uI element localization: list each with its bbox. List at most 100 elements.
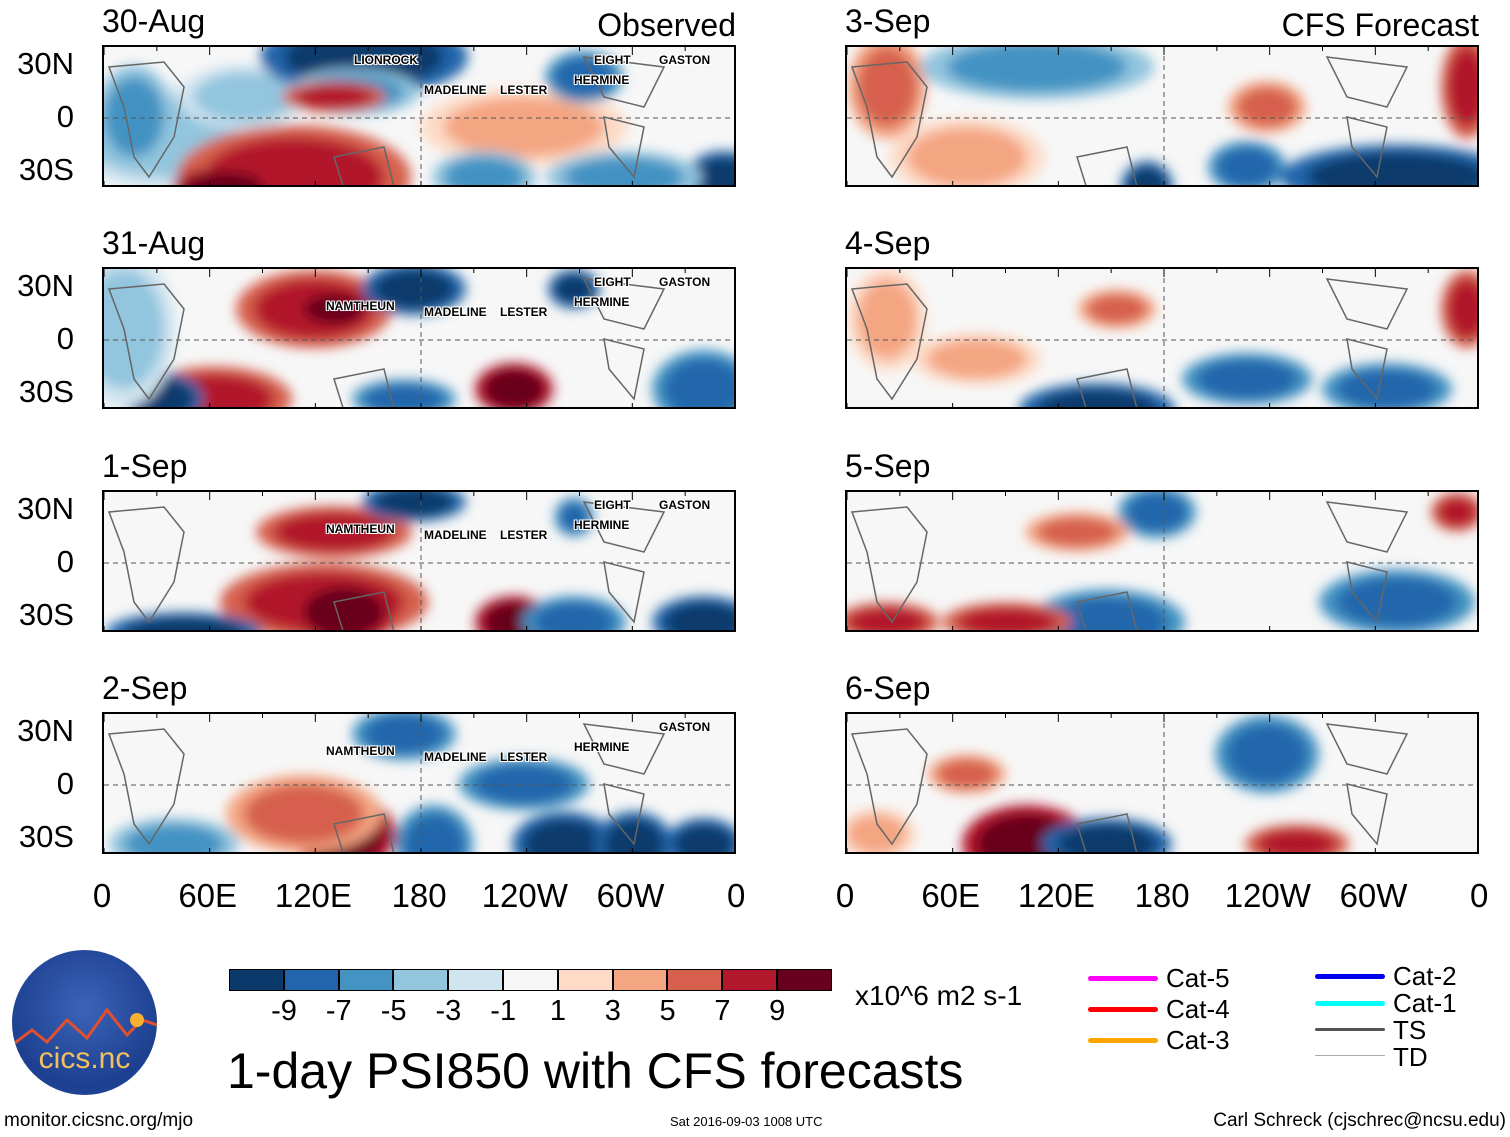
anomaly-blob <box>1307 152 1477 185</box>
anomaly-blob <box>184 172 264 185</box>
panel-date: 3-Sep <box>845 3 931 39</box>
lon-tick-label: 0 <box>1470 877 1489 914</box>
colorbar-tick-label: 7 <box>714 995 731 1027</box>
storm-label: GASTON <box>659 720 711 734</box>
storm-label: MADELINE <box>424 305 487 319</box>
storm-label: NAMTHEUN <box>326 522 395 536</box>
colorbar-swatch <box>393 969 449 991</box>
lon-tick-label: 120W <box>481 877 568 914</box>
colorbar-swatch <box>229 969 284 991</box>
lon-tick-label: 0 <box>727 877 746 914</box>
coastline <box>850 723 1409 852</box>
lon-tick-label: 120E <box>1017 877 1095 914</box>
colorbar-swatch <box>777 969 832 991</box>
anomaly-blob <box>524 819 604 852</box>
anomaly-blob <box>444 97 604 157</box>
anomaly-blob <box>857 279 917 359</box>
storm-label: HERMINE <box>574 518 630 532</box>
anomaly-blob <box>674 824 734 852</box>
anomaly-blob <box>554 274 594 304</box>
panel-date: 2-Sep <box>102 670 188 706</box>
storm-label: MADELINE <box>424 750 487 764</box>
panel-date: 30-Aug <box>102 3 206 39</box>
lat-tick-label: 30N <box>17 713 74 748</box>
coastline <box>107 56 666 185</box>
anomaly-blob <box>847 814 907 852</box>
lon-tick-label: 120W <box>1224 877 1311 914</box>
coastline <box>850 278 1409 407</box>
anomaly-blob <box>927 339 1027 379</box>
anomaly-blob <box>1037 517 1117 547</box>
coastline <box>107 501 666 630</box>
panel-date: 1-Sep <box>102 448 188 484</box>
anomaly-blob <box>664 602 734 630</box>
anomaly-blob <box>124 617 244 630</box>
lon-tick-label: 0 <box>92 877 112 914</box>
storm-label: EIGHT <box>594 53 631 67</box>
storm-label: HERMINE <box>574 740 630 754</box>
lat-tick-label: 30N <box>17 491 74 526</box>
anomaly-blob <box>1237 87 1297 127</box>
anomaly-blob <box>664 359 734 407</box>
coastline <box>107 723 666 852</box>
panel-date: 4-Sep <box>845 225 931 261</box>
anomaly-blob <box>604 819 664 852</box>
cics-logo: cics.nc <box>12 950 157 1095</box>
storm-label: NAMTHEUN <box>326 299 395 313</box>
anomaly-blob <box>1087 294 1147 324</box>
anomaly-blob <box>374 492 454 517</box>
anomaly-blob <box>857 47 917 127</box>
anomaly-blob <box>364 384 444 407</box>
lon-tick-label: 60E <box>921 877 981 914</box>
storm-label: EIGHT <box>594 275 631 289</box>
anomaly-blob <box>1227 724 1307 784</box>
colorbar-tick-label: -9 <box>271 995 297 1027</box>
colorbar-swatch <box>448 969 503 991</box>
timestamp: Sat 2016-09-03 1008 UTC <box>670 1114 823 1129</box>
colorbar-swatch <box>612 969 668 991</box>
legend-label: Cat-4 <box>1166 994 1230 1024</box>
coastline <box>850 501 1409 630</box>
anomaly-blob <box>374 269 454 309</box>
legend-label: TD <box>1393 1042 1428 1072</box>
anomaly-blob <box>364 714 444 754</box>
lon-tick-label: 120E <box>274 877 352 914</box>
legend-line <box>1088 1007 1158 1012</box>
anomaly-blob <box>1337 577 1457 627</box>
author: Carl Schreck (cjschrec@ncsu.edu) <box>1213 1110 1506 1131</box>
storm-label: HERMINE <box>574 73 630 87</box>
anomaly-blob <box>1447 279 1477 339</box>
colorbar-tick-label: 9 <box>769 995 786 1027</box>
anomaly-blob <box>947 47 1127 92</box>
panel-date: 5-Sep <box>845 448 931 484</box>
map-panel: NAMTHEUN MADELINE LESTER EIGHT GASTON HERMINE <box>102 267 736 409</box>
logo-text: cics.nc <box>38 1042 131 1075</box>
legend-line <box>1315 1028 1385 1031</box>
panel-date: 31-Aug <box>102 225 206 261</box>
coastline <box>850 56 1409 185</box>
anomaly-blob <box>244 784 364 844</box>
storm-label: GASTON <box>659 53 711 67</box>
map-panel <box>845 45 1479 187</box>
lon-tick-label: 60W <box>596 877 665 914</box>
anomaly-blob <box>564 157 684 185</box>
colorbar-swatch <box>667 969 723 991</box>
storm-label: MADELINE <box>424 528 487 542</box>
lat-tick-label: 30N <box>17 268 74 303</box>
anomaly-blob <box>1447 47 1477 127</box>
anomaly-blob <box>907 127 1027 185</box>
storm-label: MADELINE <box>424 83 487 97</box>
anomaly-blob <box>484 369 544 407</box>
map-panel: LIONROCK MADELINE LESTER EIGHT GASTON HERMINE <box>102 45 736 187</box>
legend-label: Cat-5 <box>1166 963 1230 993</box>
colorbar-tick-label: -3 <box>435 995 462 1027</box>
lat-tick-label: 0 <box>56 766 74 801</box>
lon-tick-label: 60E <box>178 877 238 914</box>
storm-label: GASTON <box>659 275 711 289</box>
anomaly-blob <box>104 269 164 389</box>
anomaly-blob <box>1127 167 1167 185</box>
panel-header: CFS Forecast <box>1281 7 1479 43</box>
source-url[interactable]: monitor.cicsnc.org/mjo <box>4 1110 194 1131</box>
lat-tick-label: 30N <box>17 46 74 81</box>
storm-label: LESTER <box>500 305 548 319</box>
